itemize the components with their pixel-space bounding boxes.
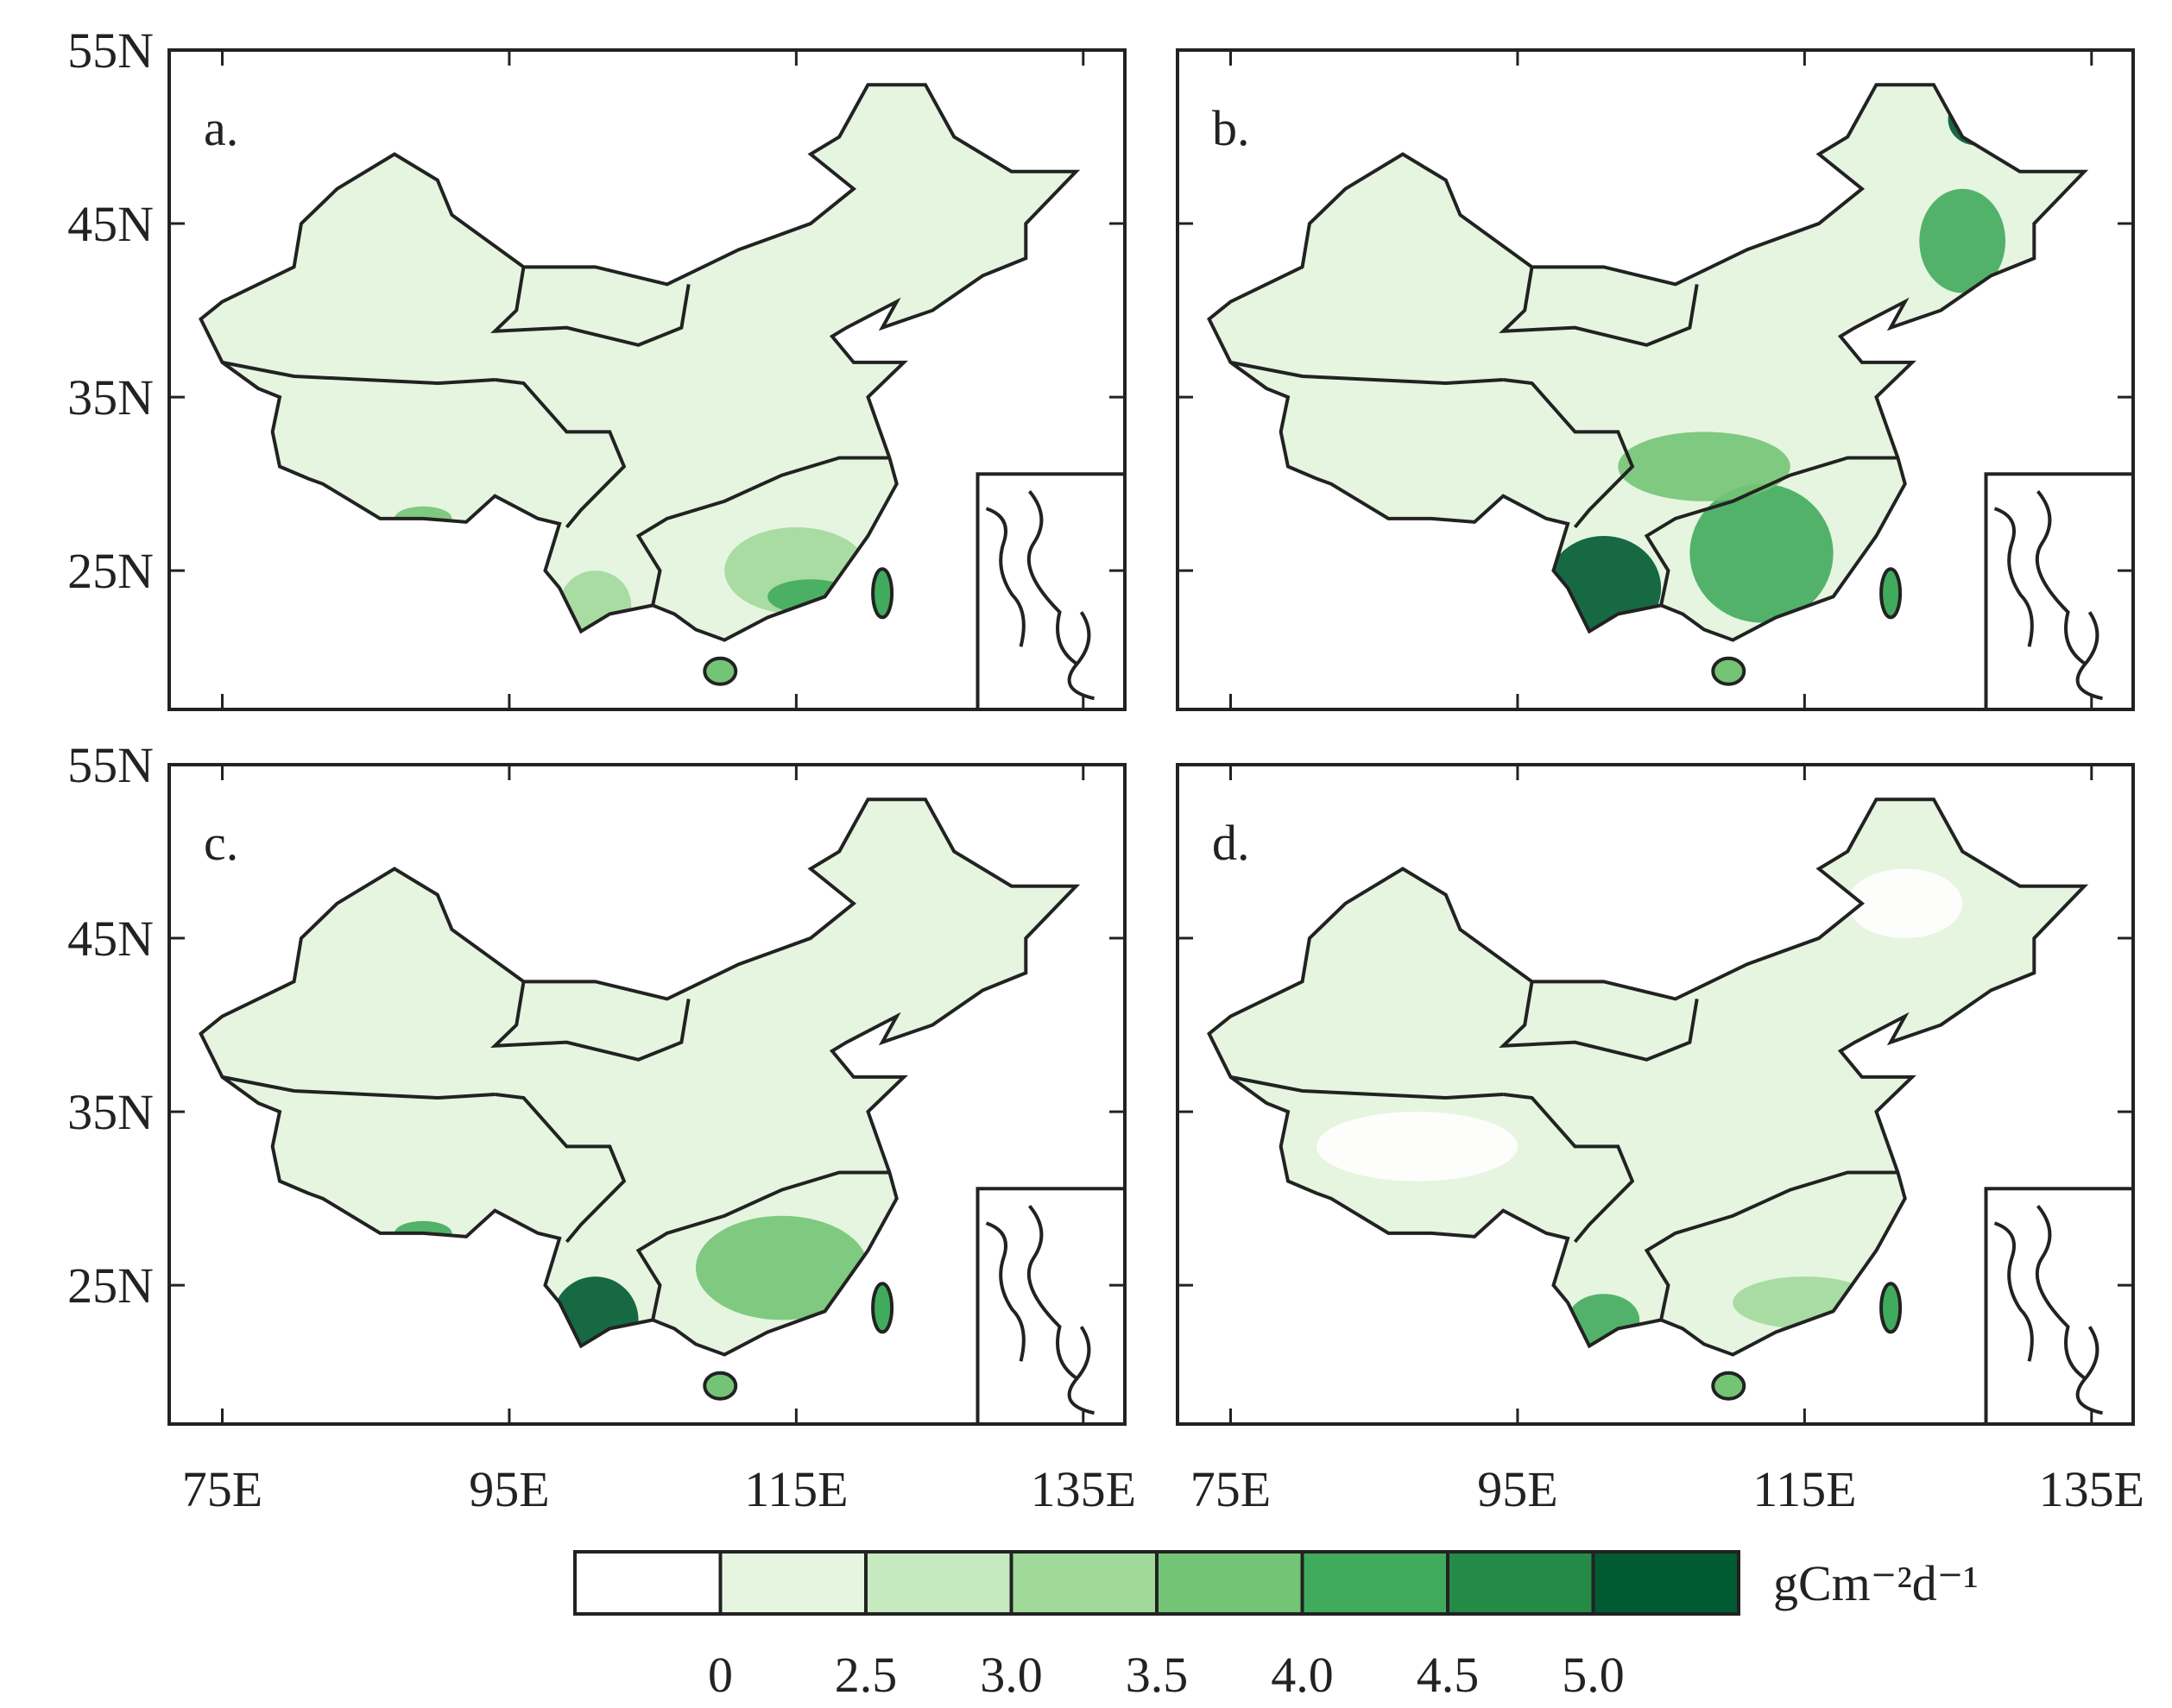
lon-label: 75E: [1190, 1461, 1271, 1517]
region-border: [635, 456, 890, 606]
colorbar-box: [1009, 1550, 1159, 1616]
shade-region: [1948, 93, 2006, 146]
colorbar-tick-label: 4.0: [1271, 1647, 1334, 1703]
shade-region: [1689, 483, 1834, 623]
region-border: [490, 980, 691, 1062]
lat-label: 45N: [67, 196, 154, 252]
china-land: [1209, 799, 2085, 1355]
colorbar-unit: gCm⁻²d⁻¹: [1773, 1555, 1979, 1611]
panel-frame: [1176, 48, 2135, 711]
region-border: [1499, 980, 1699, 1062]
panel-label: c.: [204, 815, 238, 871]
map-panel: d. 75E 95E 115E 135E: [1176, 763, 2144, 1517]
region-border: [222, 1075, 496, 1100]
lat-label: 35N: [67, 369, 154, 425]
colorbar-box: [573, 1550, 723, 1616]
shading: [1546, 93, 2006, 640]
lon-label: 95E: [1477, 1461, 1557, 1517]
region-border: [495, 1093, 627, 1244]
inset-box: [1984, 1187, 2135, 1426]
inset-box: [976, 472, 1127, 711]
lat-label: 25N: [67, 543, 154, 599]
taiwan: [871, 1282, 894, 1334]
china-land: [200, 799, 1077, 1355]
hainan: [703, 656, 738, 686]
taiwan: [871, 567, 894, 620]
region-border: [635, 1170, 890, 1320]
region-border: [1230, 1075, 1504, 1100]
china-land: [200, 85, 1077, 640]
lon-label: 135E: [1031, 1461, 1136, 1517]
region-border: [495, 378, 627, 529]
shade-region: [1919, 188, 2006, 293]
taiwan: [1879, 567, 1903, 620]
shade-region: [1618, 432, 1790, 501]
hainan: [1711, 656, 1746, 686]
map-panel: c. 55N 45N 35N 25N 75E 95E 115E 135E: [67, 737, 1136, 1517]
map-panel: a. 55N 45N 35N 25N: [67, 22, 1127, 711]
china-border: [1207, 797, 2089, 1357]
lon-label: 95E: [469, 1461, 549, 1517]
colorbar-box: [718, 1550, 868, 1616]
shade-region: [767, 579, 854, 615]
colorbar-tick-label: 2.5: [835, 1647, 898, 1703]
inset-box: [1984, 472, 2135, 711]
china-border: [199, 797, 1081, 1357]
region-border: [490, 266, 691, 347]
colorbar-box: [1300, 1550, 1449, 1616]
shade-region: [1847, 868, 1963, 939]
colorbar-tick-label: 0: [708, 1647, 733, 1703]
shade-region: [559, 570, 632, 640]
hainan: [1711, 1371, 1746, 1401]
lon-label: 115E: [744, 1461, 848, 1517]
lat-label: 45N: [67, 911, 154, 967]
colorbar: 0 2.5 3.0 3.5 4.0 4.5 5.0 gCm⁻²d⁻¹: [573, 1550, 1979, 1703]
region-border: [1644, 456, 1898, 606]
colorbar-tick-label: 5.0: [1562, 1647, 1625, 1703]
colorbar-tick-label: 3.5: [1126, 1647, 1189, 1703]
shade-region: [552, 1276, 639, 1355]
shade-region: [1316, 1112, 1518, 1182]
lat-label: 35N: [67, 1084, 154, 1140]
region-border: [1503, 1093, 1635, 1244]
inset-coast: [985, 489, 1095, 701]
lon-label: 135E: [2039, 1461, 2144, 1517]
china-border: [1207, 83, 2089, 642]
panel-label: d.: [1212, 815, 1250, 871]
map-panel: b.: [1176, 48, 2135, 711]
inset-box: [976, 1187, 1127, 1426]
inset-coast: [985, 1204, 1095, 1415]
region-border: [222, 360, 496, 386]
colorbar-tick-label: 4.5: [1417, 1647, 1480, 1703]
colorbar-box: [1155, 1550, 1304, 1616]
lat-label: 25N: [67, 1257, 154, 1314]
panel-label: b.: [1212, 100, 1250, 156]
region-border: [1499, 266, 1699, 347]
colorbar-box: [1591, 1550, 1740, 1616]
lon-label: 75E: [182, 1461, 262, 1517]
colorbar-box: [1446, 1550, 1595, 1616]
colorbar-tick-label: 3.0: [980, 1647, 1043, 1703]
china-land: [1209, 85, 2085, 640]
lat-label: 55N: [67, 22, 154, 79]
inset-coast: [1993, 489, 2103, 701]
panel-frame: [1176, 763, 2135, 1426]
lat-label: 55N: [67, 737, 154, 793]
colorbar-box: [864, 1550, 1013, 1616]
inset-coast: [1993, 1204, 2103, 1415]
panel-label: a.: [204, 100, 238, 156]
taiwan: [1879, 1282, 1903, 1334]
panel-frame: [167, 763, 1127, 1426]
lon-label: 115E: [1752, 1461, 1856, 1517]
region-border: [1503, 378, 1635, 529]
panel-frame: [167, 48, 1127, 711]
china-border: [199, 83, 1081, 642]
region-border: [1230, 360, 1504, 386]
hainan: [703, 1371, 738, 1401]
shade-region: [696, 1215, 868, 1320]
region-border: [1644, 1170, 1898, 1320]
